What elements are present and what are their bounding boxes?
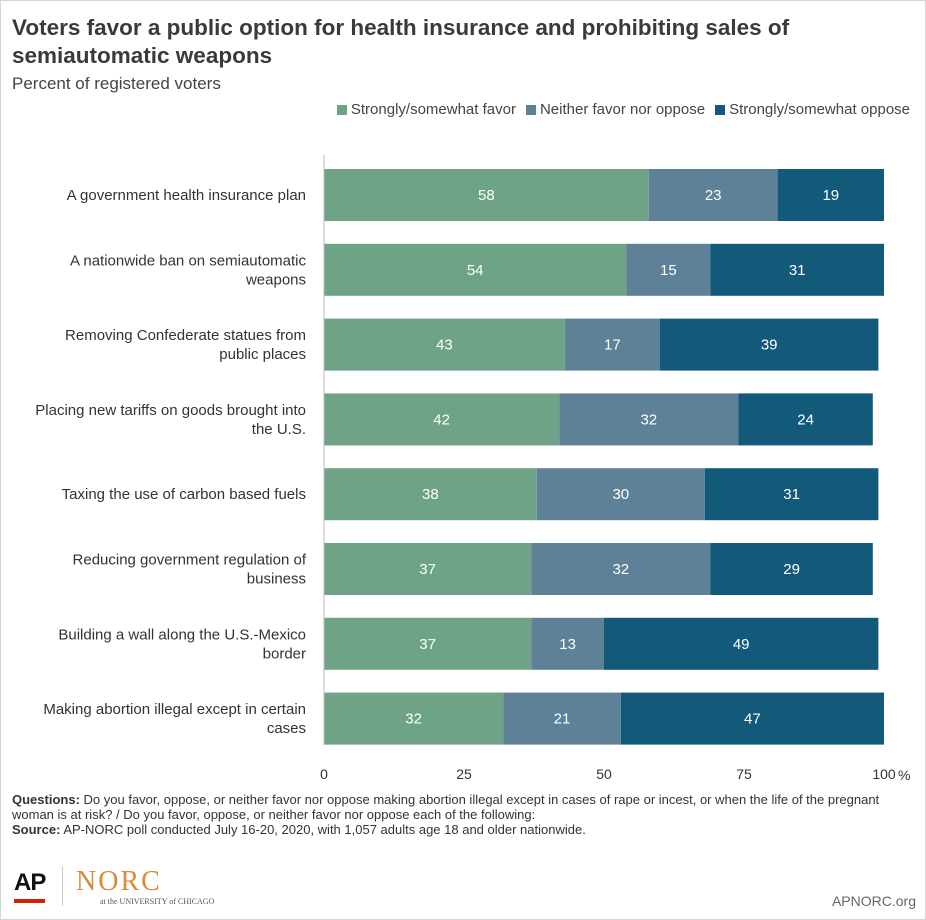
legend: Strongly/somewhat favor Neither favor no… [336, 101, 910, 118]
bar-favor [324, 543, 532, 595]
legend-item-oppose: Strongly/somewhat oppose [715, 101, 910, 118]
data-label-neither: 32 [612, 561, 629, 578]
source-label: Source: [12, 822, 61, 837]
bar-oppose [604, 617, 879, 670]
questions-label: Questions: [12, 792, 80, 807]
x-axis-unit: % [898, 767, 910, 783]
bar-oppose [710, 543, 873, 595]
data-label-favor: 38 [422, 486, 439, 503]
data-label-oppose: 31 [789, 262, 806, 279]
bar-oppose [704, 468, 879, 521]
bar-neither [564, 318, 660, 371]
bar-favor [324, 243, 627, 296]
legend-item-favor: Strongly/somewhat favor [336, 101, 516, 118]
legend-swatch-oppose [715, 104, 726, 115]
data-label-favor: 37 [419, 561, 436, 578]
data-label-neither: 13 [559, 636, 576, 653]
bar-oppose [620, 692, 884, 745]
questions-text: Do you favor, oppose, or neither favor n… [12, 792, 880, 822]
bar-neither [626, 243, 711, 296]
data-label-favor: 58 [478, 187, 495, 204]
category-label: cases [267, 720, 306, 737]
x-tick-label: 25 [456, 766, 472, 782]
data-label-neither: 30 [612, 486, 629, 503]
ap-logo-bar [14, 899, 45, 903]
legend-label-oppose: Strongly/somewhat oppose [729, 101, 910, 118]
data-label-favor: 32 [405, 711, 422, 728]
category-label: weapons [245, 271, 306, 288]
data-label-favor: 37 [419, 636, 436, 653]
bar-favor [324, 617, 532, 670]
category-label: public places [219, 346, 306, 363]
ap-logo: AP [14, 869, 46, 896]
data-label-oppose: 24 [797, 411, 814, 428]
norc-logo: NORC [76, 866, 162, 897]
data-label-oppose: 39 [761, 337, 778, 354]
category-label: border [263, 645, 306, 662]
data-label-neither: 32 [640, 411, 657, 428]
bar-favor [324, 169, 649, 221]
bar-neither [648, 169, 778, 221]
legend-item-neither: Neither favor nor oppose [525, 101, 706, 118]
legend-swatch-favor [336, 104, 347, 115]
data-label-oppose: 31 [783, 486, 800, 503]
bar-oppose [777, 169, 884, 221]
category-label: business [247, 571, 306, 588]
data-label-favor: 54 [467, 262, 484, 279]
bar-neither [531, 617, 604, 670]
bar-neither [559, 393, 739, 446]
bar-neither [503, 692, 621, 745]
category-label: Placing new tariffs on goods brought int… [35, 402, 306, 419]
category-label: Making abortion illegal except in certai… [43, 701, 306, 718]
norc-logo-subtitle: at the UNIVERSITY of CHICAGO [100, 897, 215, 906]
data-label-neither: 21 [554, 711, 571, 728]
logo-separator [62, 866, 63, 906]
data-label-oppose: 49 [733, 636, 750, 653]
data-label-favor: 43 [436, 337, 453, 354]
category-label: the U.S. [252, 421, 306, 438]
legend-label-neither: Neither favor nor oppose [539, 101, 706, 118]
data-label-oppose: 47 [744, 711, 761, 728]
x-tick-label: 50 [596, 766, 612, 782]
legend-swatch-neither [525, 104, 536, 115]
chart-title: Voters favor a public option for health … [12, 15, 790, 68]
bar-favor [324, 468, 537, 521]
bar-oppose [660, 318, 879, 371]
data-label-neither: 17 [604, 337, 621, 354]
bar-favor [324, 393, 560, 446]
data-label-oppose: 19 [822, 187, 839, 204]
bar-favor [324, 318, 565, 371]
x-tick-label: 100 [872, 766, 896, 782]
bar-neither [531, 543, 711, 595]
category-label: Taxing the use of carbon based fuels [62, 486, 306, 503]
data-label-neither: 23 [705, 187, 722, 204]
category-label: Removing Confederate statues from [65, 327, 306, 344]
bar-favor [324, 692, 504, 745]
category-label: A government health insurance plan [67, 187, 306, 204]
chart-subtitle: Percent of registered voters [12, 74, 221, 93]
x-tick-label: 75 [736, 766, 752, 782]
category-label: Reducing government regulation of [73, 552, 307, 569]
category-label: Building a wall along the U.S.-Mexico [58, 626, 306, 643]
x-tick-label: 0 [320, 766, 328, 782]
category-label: A nationwide ban on semiautomatic [70, 252, 306, 269]
bar-oppose [738, 393, 873, 446]
source-text: AP-NORC poll conducted July 16-20, 2020,… [63, 822, 586, 837]
bar-oppose [710, 243, 884, 296]
chart-notes: Questions: Do you favor, oppose, or neit… [12, 792, 907, 837]
data-label-favor: 42 [433, 411, 450, 428]
stacked-bar-chart: A government health insurance plan 58 23 19… [35, 155, 910, 783]
bar-neither [536, 468, 705, 521]
legend-label-favor: Strongly/somewhat favor [350, 101, 516, 118]
site-url: APNORC.org [831, 893, 916, 909]
data-label-neither: 15 [660, 262, 677, 279]
data-label-oppose: 29 [783, 561, 800, 578]
